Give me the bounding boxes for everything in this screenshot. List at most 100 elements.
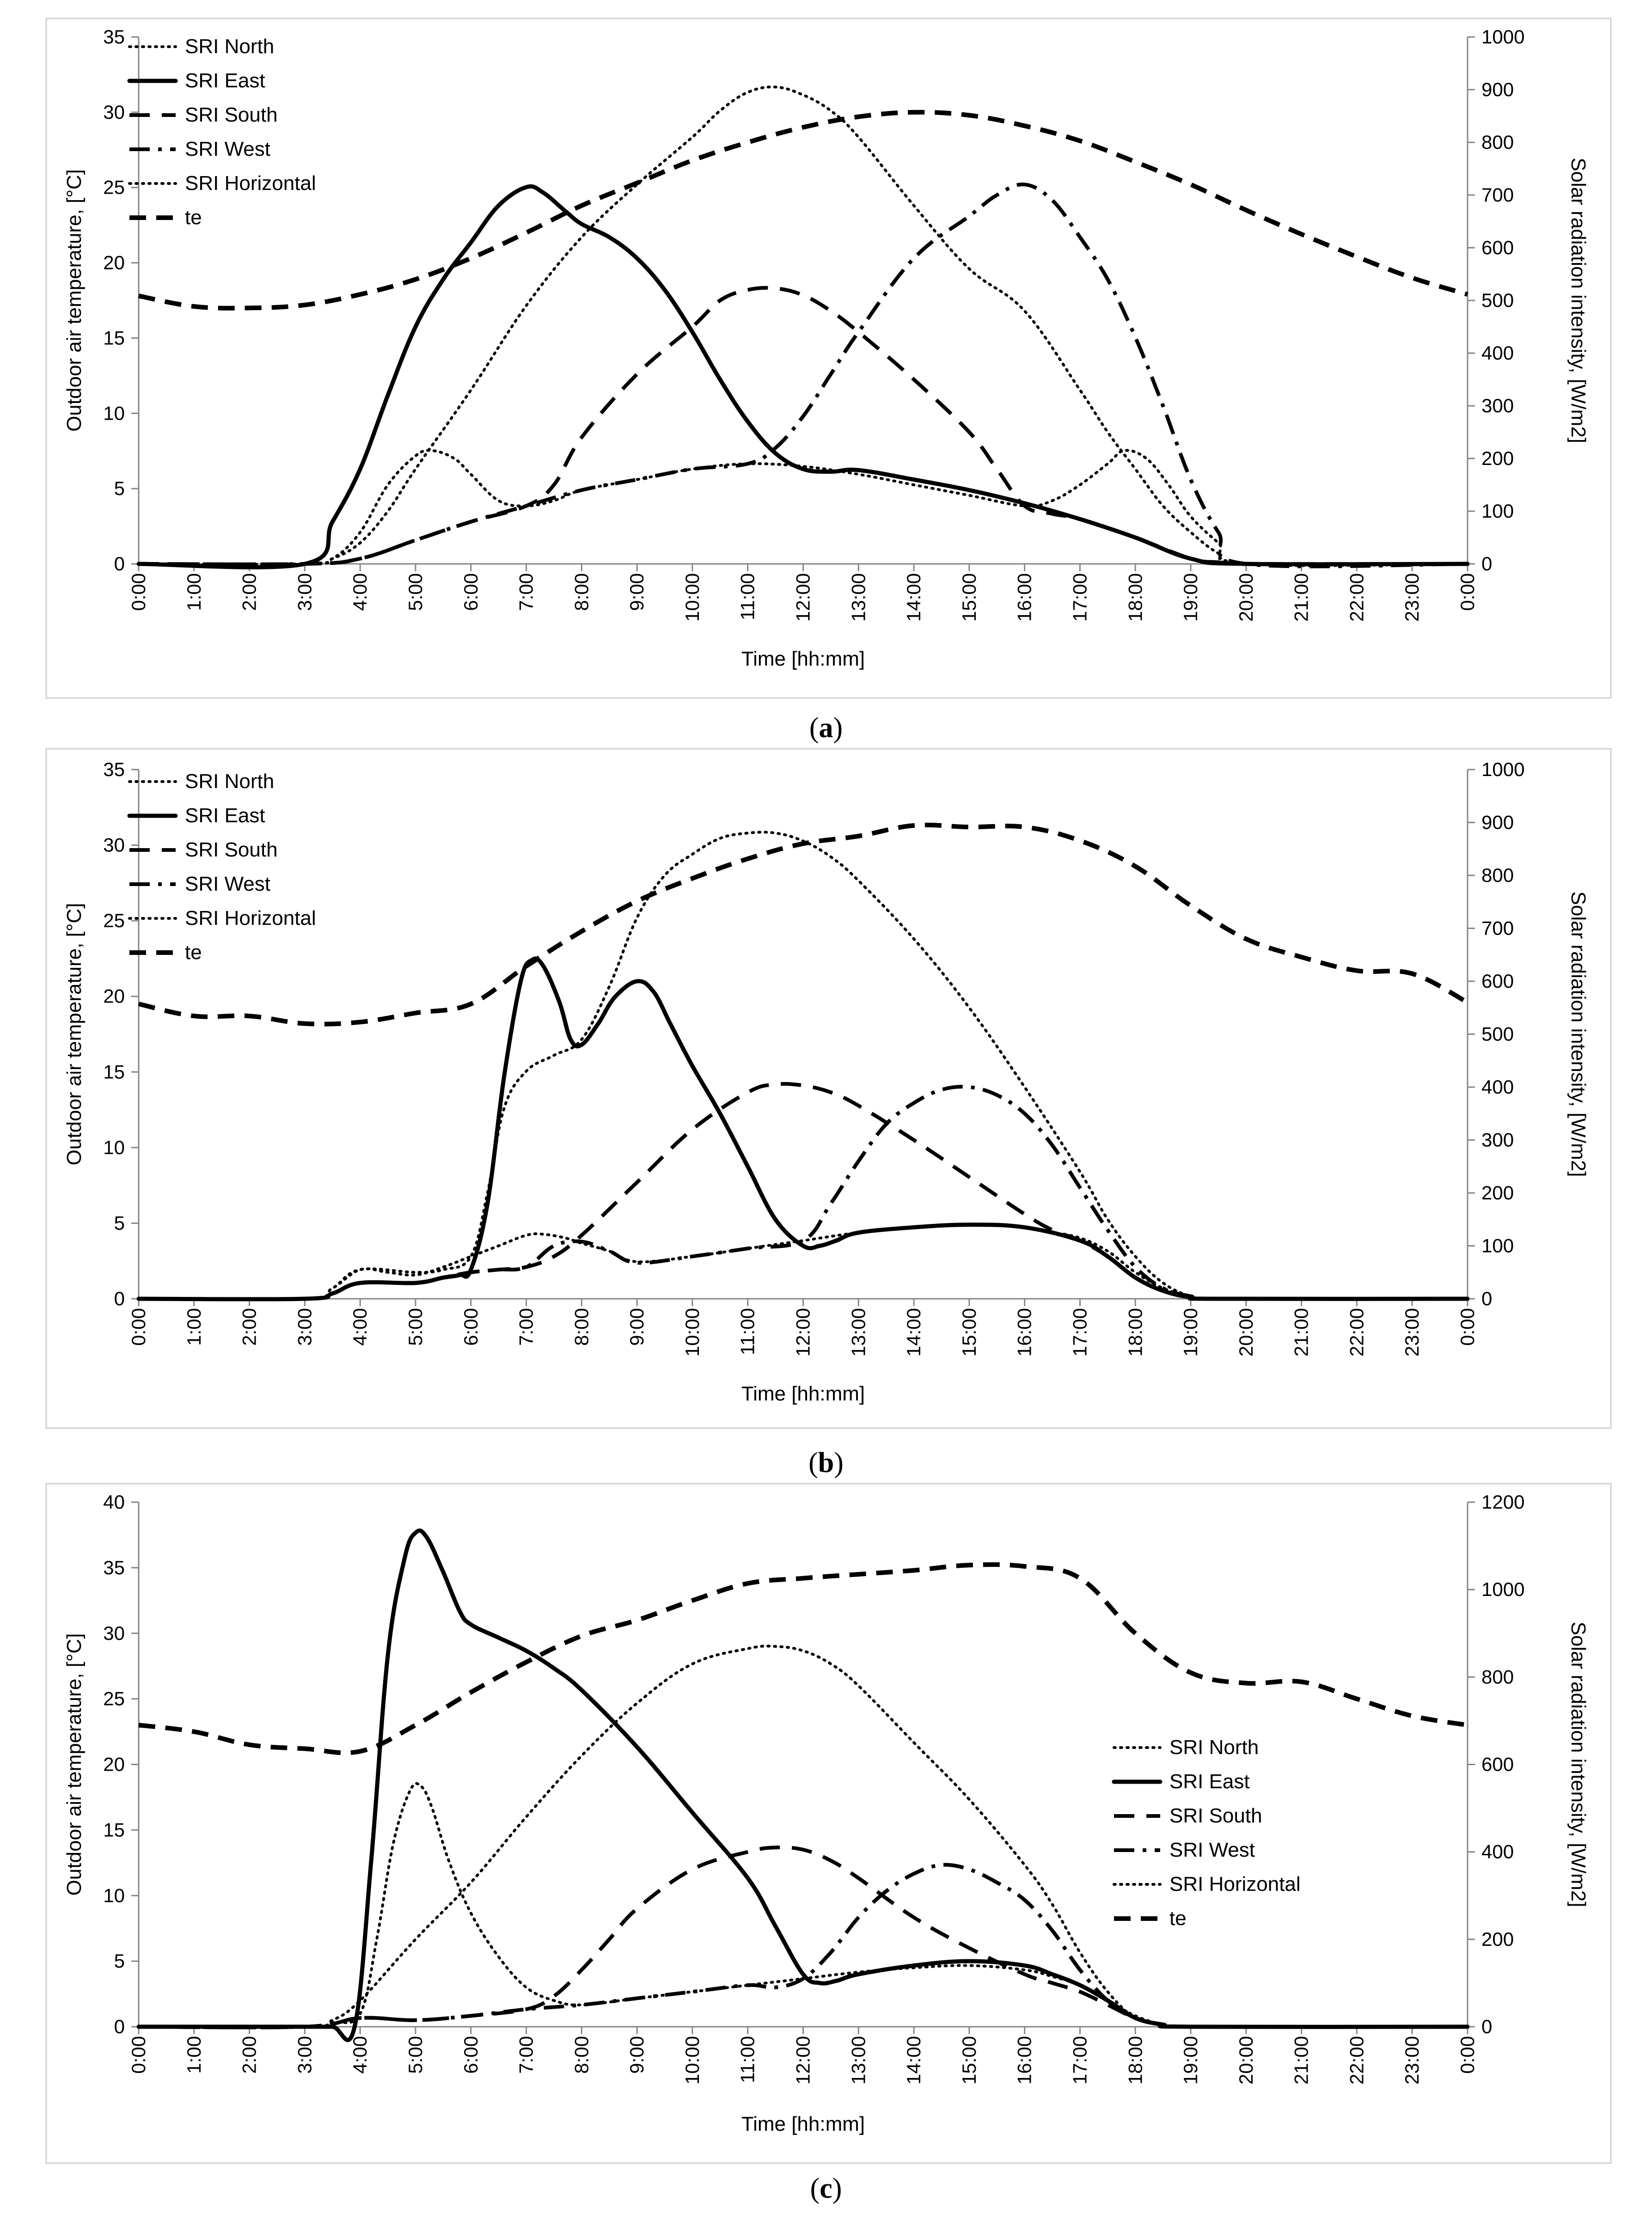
right-y-tick-label: 500 xyxy=(1481,289,1514,311)
x-tick-label: 21:00 xyxy=(1291,2036,1312,2085)
right-y-tick-label: 200 xyxy=(1481,1182,1514,1204)
right-y-tick-label: 800 xyxy=(1481,131,1514,153)
x-tick-label: 15:00 xyxy=(958,573,980,622)
x-tick-label: 17:00 xyxy=(1069,573,1090,622)
right-y-tick-label: 800 xyxy=(1481,1666,1514,1687)
x-tick-label: 17:00 xyxy=(1069,1308,1090,1357)
right-y-tick-label: 1000 xyxy=(1481,1578,1524,1600)
x-tick-label: 5:00 xyxy=(404,1308,426,1346)
x-tick-label: 7:00 xyxy=(515,573,537,611)
x-tick-label: 2:00 xyxy=(239,2036,260,2074)
legend-label-sri-south: SRI South xyxy=(185,838,278,861)
x-tick-label: 13:00 xyxy=(847,2036,869,2085)
legend-label-sri-north: SRI North xyxy=(1169,1736,1259,1759)
x-tick-label: 23:00 xyxy=(1401,573,1423,622)
panel-caption-c: (c) xyxy=(810,2173,842,2204)
left-y-tick-label: 20 xyxy=(103,1754,125,1775)
x-tick-label: 1:00 xyxy=(183,573,205,611)
right-y-tick-label: 100 xyxy=(1481,1235,1514,1257)
legend-label-te: te xyxy=(185,206,202,229)
series-line-sri-east xyxy=(136,1528,1470,2042)
x-tick-label: 12:00 xyxy=(792,1308,814,1357)
left-y-tick-label: 10 xyxy=(103,402,125,424)
x-tick-label: 16:00 xyxy=(1014,1308,1035,1357)
left-y-axis-title: Outdoor air temperature, [°C] xyxy=(63,169,86,432)
x-tick-label: 6:00 xyxy=(460,573,482,611)
legend-label-sri-horizontal: SRI Horizontal xyxy=(185,907,316,929)
x-tick-label: 7:00 xyxy=(515,2036,537,2074)
left-y-tick-label: 0 xyxy=(114,553,125,575)
x-tick-label: 18:00 xyxy=(1124,573,1146,622)
right-y-tick-label: 200 xyxy=(1481,447,1514,469)
legend-label-sri-horizontal: SRI Horizontal xyxy=(185,172,316,195)
left-y-tick-label: 30 xyxy=(103,1622,125,1644)
x-tick-label: 3:00 xyxy=(294,573,315,611)
x-tick-label: 14:00 xyxy=(903,1308,924,1357)
x-tick-label: 3:00 xyxy=(294,1308,315,1346)
right-y-tick-label: 700 xyxy=(1481,917,1514,939)
legend-label-sri-horizontal: SRI Horizontal xyxy=(1169,1873,1301,1895)
x-tick-label: 19:00 xyxy=(1180,2036,1201,2085)
x-tick-label: 7:00 xyxy=(515,1308,537,1346)
x-tick-label: 22:00 xyxy=(1346,1308,1367,1357)
left-y-tick-label: 25 xyxy=(103,177,125,198)
right-y-tick-label: 200 xyxy=(1481,1928,1514,1950)
right-y-tick-label: 500 xyxy=(1481,1023,1514,1045)
x-axis-title: Time [hh:mm] xyxy=(741,648,865,670)
x-tick-label: 4:00 xyxy=(349,1308,371,1346)
x-tick-label: 6:00 xyxy=(460,1308,482,1346)
x-tick-label: 14:00 xyxy=(903,573,924,622)
x-tick-label: 20:00 xyxy=(1235,1308,1257,1357)
left-y-tick-label: 0 xyxy=(114,2016,125,2037)
left-y-tick-label: 5 xyxy=(114,1212,125,1234)
x-tick-label: 21:00 xyxy=(1291,573,1312,622)
left-y-tick-label: 5 xyxy=(114,477,125,499)
x-tick-label: 4:00 xyxy=(349,573,371,611)
chart-panel-b: 0 5 10 15 20 25 30 35 0 100 200 300 400 500 600 700 800 9… xyxy=(63,758,1590,1405)
legend-label-sri-north: SRI North xyxy=(185,35,274,58)
x-tick-label: 20:00 xyxy=(1235,2036,1257,2085)
right-y-tick-label: 1200 xyxy=(1481,1491,1524,1513)
right-y-axis-title: Solar radiation intensity, [W/m2] xyxy=(1567,892,1590,1177)
series-line-sri-horizontal xyxy=(137,86,1469,566)
panel-b-frame xyxy=(45,748,1612,1429)
x-tick-label: 11:00 xyxy=(737,1308,759,1355)
x-tick-label: 0:00 xyxy=(1456,2036,1478,2074)
right-y-tick-label: 400 xyxy=(1481,1841,1514,1863)
x-tick-label: 9:00 xyxy=(626,2036,648,2074)
x-tick-label: 11:00 xyxy=(737,573,759,620)
x-tick-label: 23:00 xyxy=(1401,1308,1423,1357)
left-y-tick-label: 35 xyxy=(103,1557,125,1578)
legend-label-sri-east: SRI East xyxy=(185,69,265,92)
left-y-tick-label: 15 xyxy=(103,1819,125,1840)
x-tick-label: 1:00 xyxy=(183,1308,205,1346)
right-y-axis-title: Solar radiation intensity, [W/m2] xyxy=(1567,1622,1590,1907)
series-line-sri-north xyxy=(137,1223,1469,1301)
panel-c-frame xyxy=(45,1483,1612,2164)
series-line-te xyxy=(138,822,1469,1027)
legend-label-sri-south: SRI South xyxy=(1169,1804,1262,1827)
x-tick-label: 21:00 xyxy=(1291,1308,1312,1357)
left-y-tick-label: 0 xyxy=(114,1288,125,1309)
series-line-sri-west xyxy=(138,1085,1468,1301)
series-line-sri-north xyxy=(137,449,1469,567)
x-tick-label: 22:00 xyxy=(1346,2036,1367,2085)
x-tick-label: 1:00 xyxy=(183,2036,205,2074)
x-tick-label: 0:00 xyxy=(128,573,149,611)
x-tick-label: 18:00 xyxy=(1124,2036,1146,2085)
x-axis-title: Time [hh:mm] xyxy=(741,2113,865,2135)
left-y-tick-label: 15 xyxy=(103,1061,125,1082)
x-tick-label: 13:00 xyxy=(847,573,869,622)
x-tick-label: 0:00 xyxy=(128,1308,149,1346)
x-tick-label: 2:00 xyxy=(239,1308,260,1346)
x-tick-label: 9:00 xyxy=(626,573,648,611)
panel-caption-b: (b) xyxy=(808,1447,844,1479)
x-tick-label: 23:00 xyxy=(1401,2036,1423,2085)
x-tick-label: 4:00 xyxy=(349,2036,371,2074)
x-tick-label: 14:00 xyxy=(903,2036,924,2085)
legend-label-te: te xyxy=(1169,1907,1187,1930)
left-y-tick-label: 30 xyxy=(103,101,125,123)
x-tick-label: 18:00 xyxy=(1124,1308,1146,1357)
x-axis-title: Time [hh:mm] xyxy=(741,1382,865,1405)
